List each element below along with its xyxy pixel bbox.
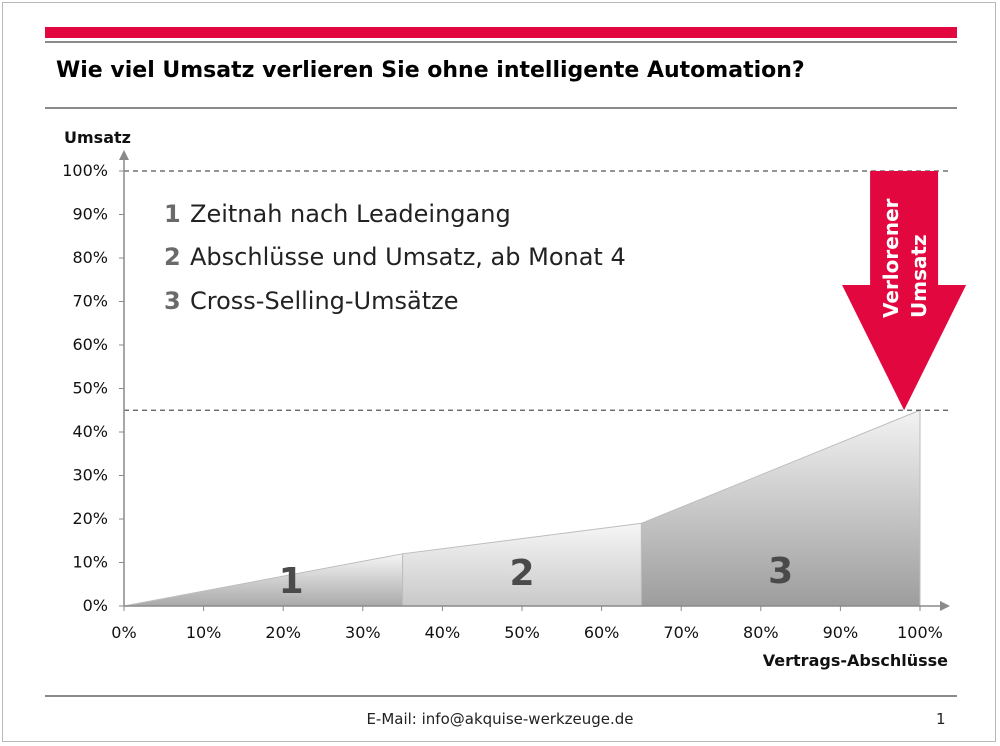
y-tick-label: 100% — [62, 161, 108, 180]
x-tick-label: 30% — [345, 623, 381, 642]
legend-number-2: 2 — [164, 243, 181, 271]
footer-email: E-Mail: info@akquise-werkzeuge.de — [366, 710, 634, 728]
segment-label-1: 1 — [279, 561, 304, 602]
area-segments — [123, 409, 921, 607]
header-rule — [45, 41, 957, 43]
y-tick-label: 90% — [72, 205, 108, 224]
y-tick-label: 0% — [83, 596, 108, 615]
x-tick-labels: 0% 10% 20% 30% 40% 50% 60% 70% 80% 90% 100% — [111, 606, 943, 642]
reference-lines — [124, 170, 950, 411]
x-tick-label: 100% — [897, 623, 943, 642]
legend: 1 Zeitnah nach Leadeingang 2 Abschlüsse … — [164, 200, 626, 315]
lost-revenue-arrow: Verlorener Umsatz — [842, 171, 967, 411]
x-tick-label: 40% — [425, 623, 461, 642]
x-axis-arrowhead — [940, 601, 950, 611]
title-rule — [45, 107, 957, 109]
y-tick-label: 30% — [72, 466, 108, 485]
footer-rule — [45, 695, 957, 697]
x-tick-label: 50% — [504, 623, 540, 642]
y-tick-label: 80% — [72, 248, 108, 267]
arrow-text-line1: Verlorener — [879, 198, 903, 318]
axes — [119, 150, 950, 611]
x-tick-label: 60% — [584, 623, 620, 642]
legend-text-2: Abschlüsse und Umsatz, ab Monat 4 — [190, 243, 626, 271]
legend-number-3: 3 — [164, 287, 181, 315]
legend-text-3: Cross-Selling-Umsätze — [190, 287, 459, 315]
y-axis-label: Umsatz — [64, 128, 131, 147]
page-number: 1 — [936, 710, 946, 728]
lost-revenue-arrow-shape — [842, 171, 967, 411]
x-tick-label: 80% — [743, 623, 779, 642]
arrow-text-line2: Umsatz — [907, 234, 931, 318]
y-tick-label: 10% — [72, 553, 108, 572]
segment-label-3: 3 — [768, 551, 793, 592]
y-tick-label: 60% — [72, 335, 108, 354]
x-tick-label: 70% — [663, 623, 699, 642]
y-tick-label: 20% — [72, 509, 108, 528]
y-axis-arrowhead — [119, 150, 129, 160]
y-tick-label: 50% — [72, 379, 108, 398]
area-segment-1 — [123, 553, 404, 607]
y-tick-label: 70% — [72, 292, 108, 311]
x-tick-label: 10% — [186, 623, 222, 642]
segment-labels: 1 2 3 — [279, 551, 794, 602]
header-accent-bar — [45, 27, 957, 38]
slide-title: Wie viel Umsatz verlieren Sie ohne intel… — [56, 58, 805, 83]
x-tick-label: 20% — [265, 623, 301, 642]
legend-number-1: 1 — [164, 200, 181, 228]
segment-label-2: 2 — [509, 553, 534, 594]
legend-text-1: Zeitnah nach Leadeingang — [190, 200, 511, 228]
y-tick-labels: 0% 10% 20% 30% 40% 50% 60% 70% 80% 90% 100% — [62, 161, 124, 615]
x-tick-label: 0% — [111, 623, 136, 642]
x-tick-label: 90% — [823, 623, 859, 642]
x-axis-label: Vertrags-Abschlüsse — [763, 651, 948, 670]
y-tick-label: 40% — [72, 422, 108, 441]
